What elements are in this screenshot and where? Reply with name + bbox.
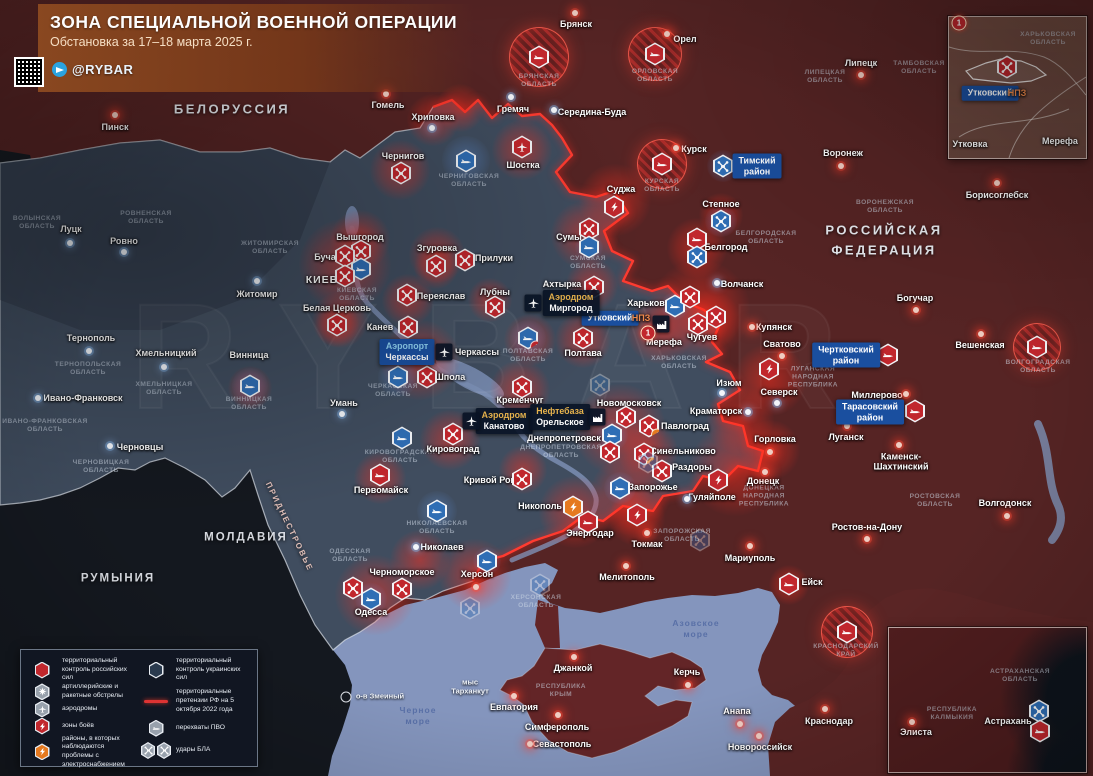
legend-item-label: территориальные претензии РФ на 5 октябр…	[176, 688, 234, 713]
hex-gray-explosion	[27, 683, 57, 701]
legend-item-label: зоны боёв	[62, 721, 94, 729]
legend-item-label: перехваты ПВО	[176, 723, 225, 731]
legend: территориальный контроль российских сил а…	[20, 649, 258, 770]
legend-item: территориальный контроль украинских сил	[141, 657, 251, 683]
legend-item: районы, в которых наблюдаются проблемы с…	[27, 735, 137, 770]
hex-orange-bolt	[27, 743, 57, 761]
legend-item: артиллерийские и ракетные обстрелы	[27, 683, 137, 701]
header: ЗОНА СПЕЦИАЛЬНОЙ ВОЕННОЙ ОПЕРАЦИИ Обстан…	[14, 4, 474, 92]
hex-red	[27, 661, 57, 679]
legend-item: перехваты ПВО	[141, 719, 251, 737]
legend-item-label: удары БЛА	[176, 746, 211, 754]
hex2-gray-drone	[141, 741, 171, 759]
inset-astrakhan	[888, 627, 1087, 773]
telegram-handle[interactable]: @RYBAR	[72, 62, 134, 77]
hex-gray-missile	[141, 719, 171, 737]
legend-item: аэродромы	[27, 700, 137, 718]
line-red	[141, 699, 171, 703]
inset-kharkiv-refinery	[948, 16, 1087, 159]
hex-gray-plane	[27, 700, 57, 718]
legend-item: зоны боёв	[27, 717, 137, 735]
page-title: ЗОНА СПЕЦИАЛЬНОЙ ВОЕННОЙ ОПЕРАЦИИ	[50, 12, 458, 32]
legend-item: территориальный контроль российских сил	[27, 657, 137, 683]
legend-item-label: аэродромы	[62, 704, 98, 712]
qr-code-icon	[14, 57, 44, 87]
telegram-icon	[52, 62, 67, 77]
hex-red-bolt	[27, 717, 57, 735]
legend-item-label: артиллерийские и ракетные обстрелы	[62, 683, 123, 699]
page-subtitle: Обстановка за 17–18 марта 2025 г.	[50, 35, 253, 49]
hex-navy	[141, 661, 171, 679]
legend-item: удары БЛА	[141, 741, 251, 759]
legend-item-label: районы, в которых наблюдаются проблемы с…	[62, 734, 125, 768]
legend-item-label: территориальный контроль российских сил	[62, 657, 127, 682]
legend-item-label: территориальный контроль украинских сил	[176, 657, 241, 682]
legend-item: территориальные претензии РФ на 5 октябр…	[141, 688, 251, 714]
